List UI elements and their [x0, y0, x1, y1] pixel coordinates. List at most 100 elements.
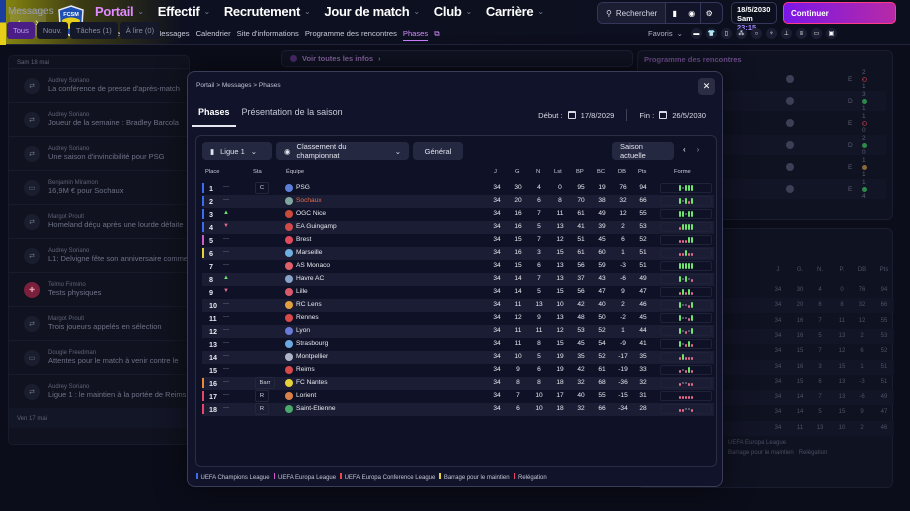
message-item[interactable]: ⇄ Audrey Soriano Ligue 1 : le maintien à l… [9, 374, 189, 408]
user-badge-icon[interactable]: ◉ [688, 8, 696, 18]
message-item[interactable]: ⇄ Margot Proult Homeland déçu après une lo… [9, 204, 189, 238]
nav-jour-de-match[interactable]: Jour de match ⌄ [324, 4, 420, 19]
message-item[interactable]: ⇄ Audrey Soriano L1: Delvigne fête son ann… [9, 238, 189, 272]
table-row[interactable]: 12 — Lyon 34 11 11 12 53 52 1 44 [202, 325, 714, 338]
save-icon[interactable]: ▣ [825, 28, 837, 39]
team-name[interactable]: Havre AC [296, 275, 325, 282]
message-item[interactable]: ⇄ Audrey Soriano La conférence de presse d… [9, 68, 189, 102]
table-row[interactable]: 8 ▲ Havre AC 34 14 7 13 37 43 -6 49 [202, 273, 714, 286]
competition-dropdown[interactable]: ▮ Ligue 1 ⌄ [202, 142, 272, 160]
col-points[interactable]: Pts [638, 169, 647, 175]
team-name[interactable]: Strasbourg [296, 340, 329, 347]
subnav-item[interactable]: Phases [402, 29, 429, 41]
tab-season-overview[interactable]: Présentation de la saison [241, 107, 343, 117]
col-lost[interactable]: Lst [554, 169, 562, 175]
table-row[interactable]: 10 — RC Lens 34 11 13 10 42 40 2 46 [202, 299, 714, 312]
table-row[interactable]: 15 — Reims 34 9 6 19 42 61 -19 33 [202, 364, 714, 377]
table-row[interactable]: 13 — Strasbourg 34 11 8 15 45 54 -9 41 [202, 338, 714, 351]
nav-carrière[interactable]: Carrière ⌄ [486, 4, 544, 19]
team-name[interactable]: OGC Nice [296, 210, 327, 217]
subnav-item[interactable]: Calendrier [195, 29, 231, 38]
message-item[interactable]: ⇄ Margot Proult Trois joueurs appelés en s… [9, 306, 189, 340]
col-played[interactable]: J [494, 169, 497, 175]
team-name[interactable]: PSG [296, 184, 310, 191]
messages-tab[interactable]: Tous [7, 22, 35, 39]
col-status[interactable]: Sta [253, 169, 262, 175]
col-place[interactable]: Place [205, 169, 220, 175]
team-name[interactable]: Reims [296, 366, 315, 373]
messages-tab[interactable]: Tâches (1) [69, 22, 118, 39]
team-name[interactable]: Sochaux [296, 197, 322, 204]
col-goals-for[interactable]: BP [576, 169, 584, 175]
training-icon[interactable]: ⊥ [780, 28, 792, 39]
table-row[interactable]: 7 — AS Monaco 34 15 6 13 56 59 -3 51 [202, 260, 714, 273]
breadcrumb-portail[interactable]: Portail [196, 82, 215, 89]
favorites-dropdown[interactable]: Favoris [648, 29, 673, 38]
table-row[interactable]: 18 — R Saint-Etienne 34 6 10 18 32 66 -34 28 [202, 403, 714, 416]
subnav-item[interactable]: Messages [154, 29, 190, 38]
team-name[interactable]: EA Guingamp [296, 223, 337, 230]
chat-icon[interactable]: ▬ [690, 28, 702, 39]
table-row[interactable]: 2 — Sochaux 34 20 6 8 70 38 32 66 [202, 195, 714, 208]
continue-button[interactable]: Continuer [783, 2, 896, 24]
table-row[interactable]: 3 ▲ OGC Nice 34 16 7 11 61 49 12 55 [202, 208, 714, 221]
next-season-button[interactable]: › [696, 145, 700, 154]
view-dropdown[interactable]: ◉ Classement du championnat ⌄ [276, 142, 409, 160]
nav-club[interactable]: Club ⌄ [434, 4, 472, 19]
gear-icon[interactable]: ⚙ [700, 3, 717, 23]
team-name[interactable]: Saint-Etienne [296, 405, 336, 412]
col-team[interactable]: Équipe [286, 169, 305, 175]
nav-recrutement[interactable]: Recrutement ⌄ [224, 4, 311, 19]
team-name[interactable]: Lille [296, 288, 308, 295]
table-row[interactable]: 1 — C PSG 34 30 4 0 95 19 76 94 [202, 182, 714, 195]
messages-tab[interactable]: Nouv. [36, 22, 68, 39]
close-button[interactable]: ✕ [698, 78, 715, 95]
all-news-link[interactable]: Voir toutes les infos › [281, 50, 633, 67]
table-row[interactable]: 16 — Barr FC Nantes 34 8 8 18 32 68 -36 32 [202, 377, 714, 390]
team-name[interactable]: Rennes [296, 314, 319, 321]
message-item[interactable]: ▭ Benjamin Miramon 16,9M € pour Sochaux [9, 170, 189, 204]
table-row[interactable]: 9 ▼ Lille 34 14 5 15 56 47 9 47 [202, 286, 714, 299]
table-row[interactable]: 11 — Rennes 34 12 9 13 48 50 -2 45 [202, 312, 714, 325]
message-item[interactable]: ⇄ Audrey Soriano Une saison d'invincibilit… [9, 136, 189, 170]
team-name[interactable]: Montpellier [296, 353, 329, 360]
team-name[interactable]: Marseille [296, 249, 323, 256]
general-button[interactable]: Général [413, 142, 463, 160]
team-name[interactable]: FC Nantes [296, 379, 328, 386]
col-goal-diff[interactable]: DB [618, 169, 627, 175]
message-item[interactable]: ✚ Telmo Firmino Tests physiques [9, 272, 189, 306]
messages-tab[interactable]: À lire (0) [119, 22, 161, 39]
shirt-icon[interactable]: 👕 [705, 28, 717, 39]
message-item[interactable]: ▭ Dougie Freedman Attentes pour le match à… [9, 340, 189, 374]
report-icon[interactable]: ▯ [720, 28, 732, 39]
table-row[interactable]: 17 — R Lorient 34 7 10 17 40 55 -15 31 [202, 390, 714, 403]
col-won[interactable]: G [515, 169, 520, 175]
team-name[interactable]: Lyon [296, 327, 311, 334]
table-row[interactable]: 4 ▼ EA Guingamp 34 16 5 13 41 39 2 53 [202, 221, 714, 234]
search-button[interactable]: ⚲ Rechercher [598, 3, 667, 23]
message-item[interactable]: ⇄ Audrey Soriano Joueur de la semaine : Br… [9, 102, 189, 136]
current-season-button[interactable]: Saison actuelle [612, 142, 674, 160]
nav-effectif[interactable]: Effectif ⌄ [158, 4, 210, 19]
team-name[interactable]: Lorient [296, 392, 317, 399]
nav-portail[interactable]: Portail ⌄ [95, 4, 144, 19]
subnav-item[interactable]: Programme des rencontres [304, 29, 397, 38]
database-icon[interactable]: ≡ [795, 28, 807, 39]
ticket-icon[interactable]: ▭ [810, 28, 822, 39]
col-drawn[interactable]: N [536, 169, 541, 175]
table-row[interactable]: 14 — Montpellier 34 10 5 19 35 52 -17 35 [202, 351, 714, 364]
subnav-item[interactable]: Site d'informations [236, 29, 299, 38]
bookmark-icon[interactable]: ▮ [672, 8, 677, 18]
team-name[interactable]: RC Lens [296, 301, 322, 308]
col-goals-against[interactable]: BC [597, 169, 606, 175]
tab-phases[interactable]: Phases [192, 104, 236, 127]
team-name[interactable]: AS Monaco [296, 262, 331, 269]
table-row[interactable]: 5 — Brest 34 15 7 12 51 45 6 52 [202, 234, 714, 247]
table-row[interactable]: 6 — Marseille 34 16 3 15 61 60 1 51 [202, 247, 714, 260]
breadcrumb-messages[interactable]: Messages [221, 82, 252, 89]
team-name[interactable]: Brest [296, 236, 312, 243]
trophy-icon[interactable]: ♆ [765, 28, 777, 39]
tactics-icon[interactable]: ⁂ [735, 28, 747, 39]
refresh-icon[interactable]: ○ [750, 28, 762, 39]
previous-season-button[interactable]: ‹ [683, 145, 686, 154]
